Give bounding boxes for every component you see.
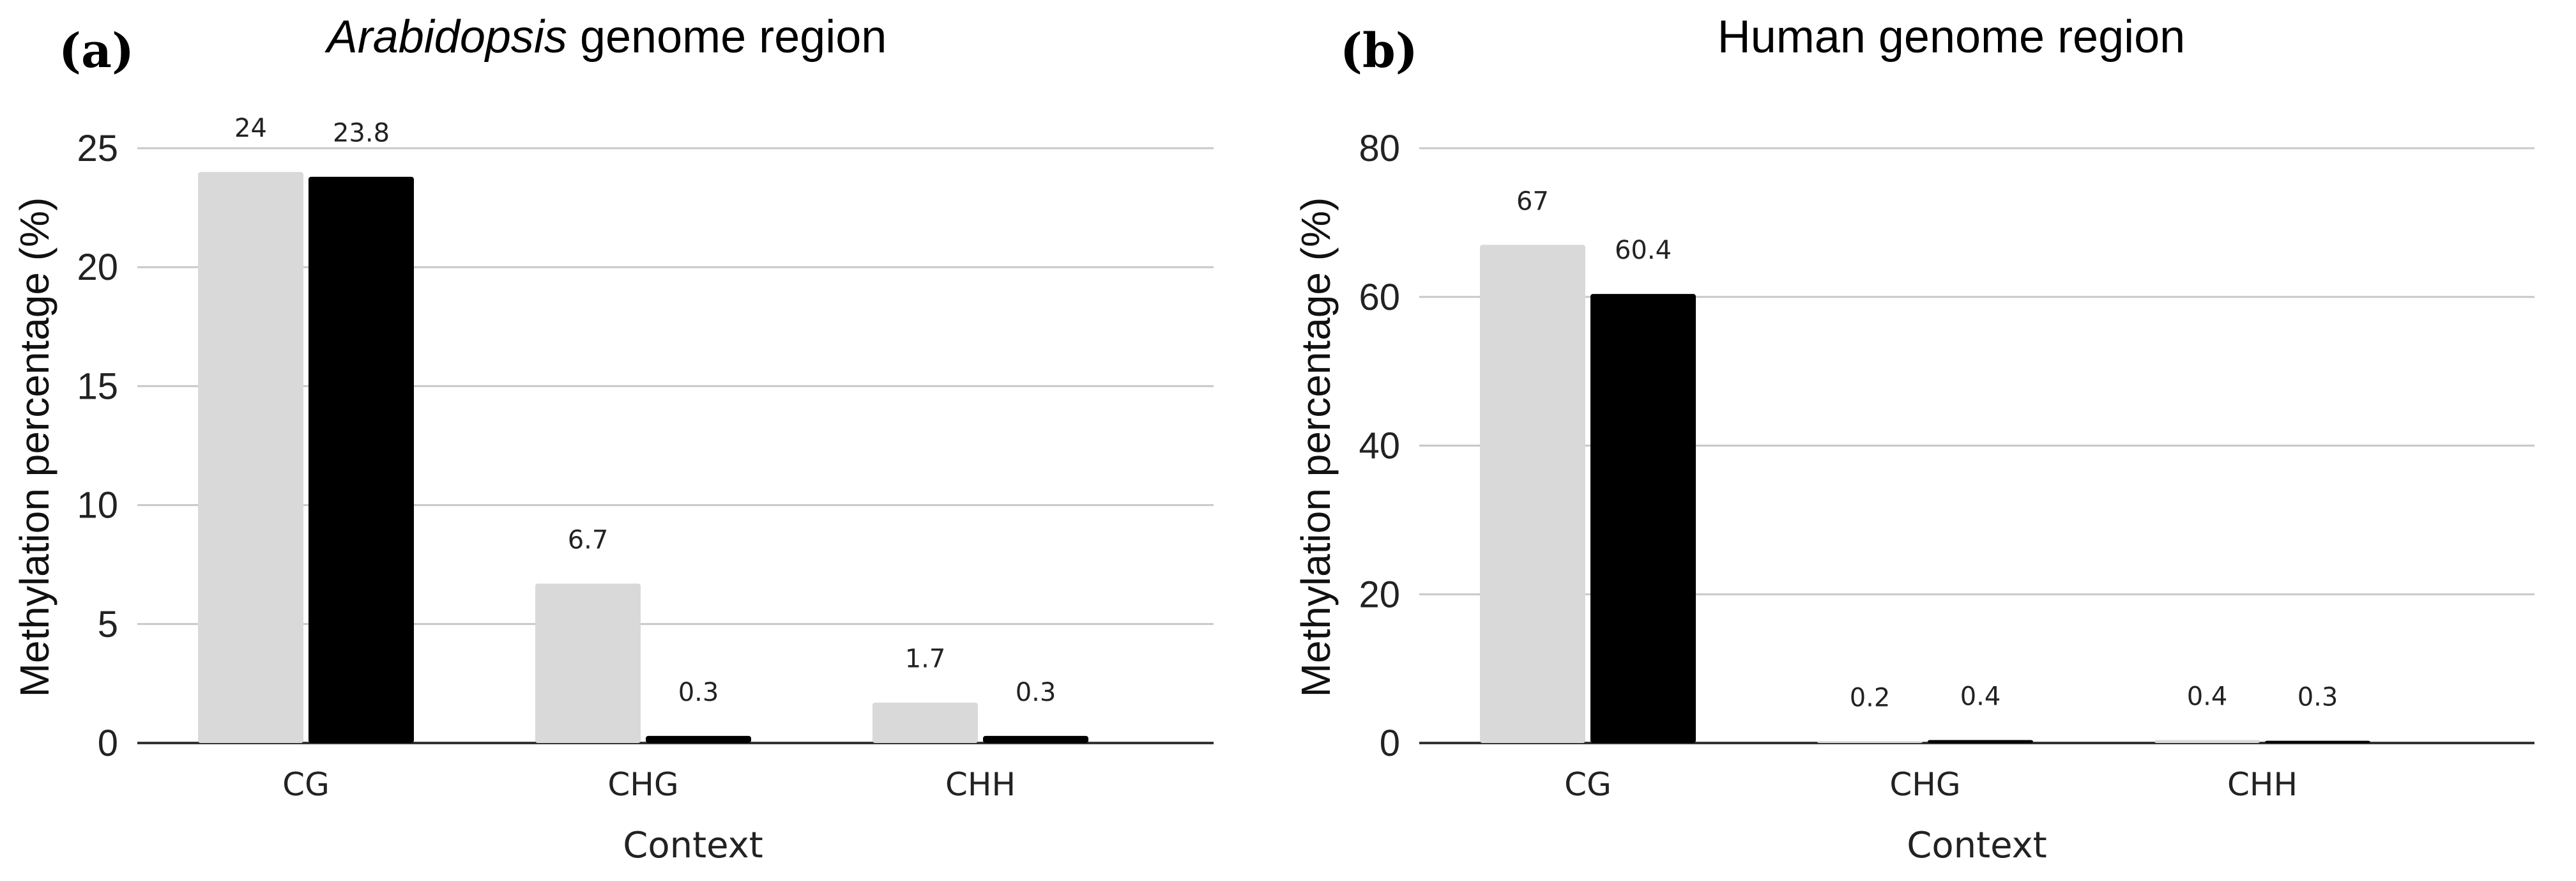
data-label: 0.4 (2187, 682, 2228, 711)
y-tick-labels: 0 20 40 60 80 (1359, 128, 1400, 764)
bar-chh-series-2 (2265, 740, 2370, 743)
bar-chh-series-1 (2154, 740, 2260, 743)
bar-chh-series-1 (873, 702, 978, 743)
bar-cg-series-2 (1590, 294, 1696, 744)
y-tick-label: 15 (77, 365, 118, 407)
data-label: 0.4 (1960, 682, 2001, 711)
y-tick-label: 20 (77, 247, 118, 288)
x-axis-label: Context (623, 825, 763, 866)
bar-cg-series-2 (309, 176, 414, 743)
y-tick-label: 80 (1359, 128, 1400, 169)
data-label: 0.3 (2298, 683, 2338, 712)
data-label: 6.7 (568, 525, 609, 555)
category-label: CHG (1889, 766, 1960, 803)
y-tick-label: 40 (1359, 425, 1400, 467)
data-label: 23.8 (333, 119, 390, 148)
data-label: 0.3 (678, 678, 719, 707)
panel-a: (a) Arabidopsis genome region Methylatio… (11, 11, 1214, 866)
data-label: 24 (234, 114, 267, 143)
y-axis-label: Methylation percentage (%) (1293, 197, 1339, 698)
chart-title: Human genome region (1718, 11, 2185, 63)
data-labels: 67 60.4 0.2 0.4 0.4 0.3 (1516, 187, 2338, 712)
gridlines (1419, 147, 2534, 744)
data-label: 60.4 (1615, 236, 1672, 265)
title-rest-part: Human genome region (1718, 11, 2185, 63)
title-rest-part: genome region (567, 11, 887, 63)
bar-chg-series-2 (1928, 740, 2033, 743)
data-label: 0.2 (1850, 684, 1891, 713)
title-italic-part: Arabidopsis (324, 11, 567, 63)
bar-chg-series-1 (535, 583, 641, 743)
y-tick-label: 60 (1359, 277, 1400, 318)
chart-title: Arabidopsis genome region (324, 11, 887, 63)
category-label: CHG (607, 766, 678, 803)
bar-chg-series-1 (1817, 741, 1923, 743)
category-label: CHH (945, 766, 1016, 803)
category-label: CG (1564, 766, 1612, 803)
x-axis-label: Context (1907, 825, 2046, 866)
bar-chh-series-2 (983, 735, 1088, 743)
data-label: 67 (1516, 187, 1549, 216)
data-label: 0.3 (1016, 678, 1056, 707)
panel-b: (b) Human genome region Methylation perc… (1293, 11, 2534, 866)
bar-chg-series-2 (646, 735, 751, 743)
data-label: 1.7 (905, 645, 946, 674)
y-axis-label: Methylation percentage (%) (11, 197, 57, 698)
bar-cg-series-1 (1480, 245, 1585, 744)
panel-label: (b) (1340, 24, 1418, 79)
bars (1480, 245, 2370, 744)
y-tick-label: 0 (98, 723, 118, 764)
bars (198, 172, 1088, 743)
data-labels: 24 23.8 6.7 0.3 1.7 0.3 (234, 114, 1056, 707)
y-tick-label: 10 (77, 485, 118, 526)
category-label: CG (282, 766, 330, 803)
category-labels: CG CHG CHH (1564, 766, 2298, 803)
y-tick-label: 0 (1380, 723, 1400, 764)
panel-label: (a) (59, 24, 134, 79)
y-tick-label: 5 (98, 604, 118, 645)
category-label: CHH (2227, 766, 2298, 803)
bar-cg-series-1 (198, 172, 303, 743)
y-tick-label: 25 (77, 128, 118, 169)
y-tick-labels: 0 5 10 15 20 25 (77, 128, 118, 764)
category-labels: CG CHG CHH (282, 766, 1016, 803)
y-tick-label: 20 (1359, 574, 1400, 615)
